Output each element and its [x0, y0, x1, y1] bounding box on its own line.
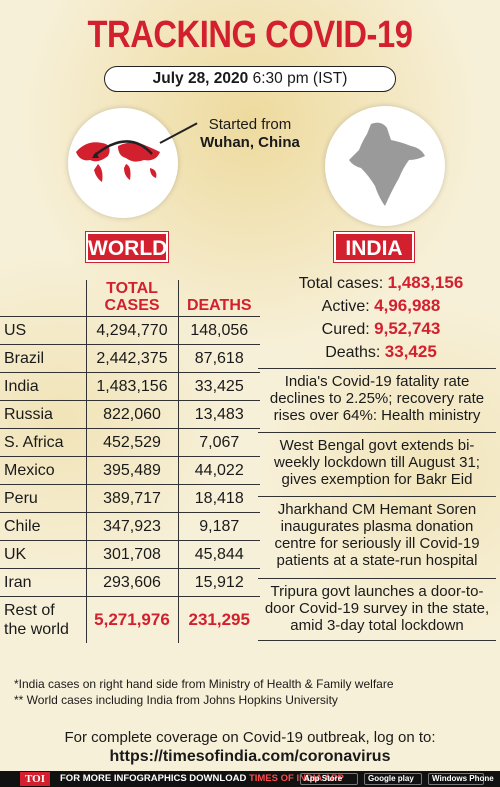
table-row: Mexico 395,489 44,022 [0, 456, 260, 485]
table-row: Iran 293,606 15,912 [0, 568, 260, 597]
total-cases-cell: 452,529 [85, 428, 178, 457]
total-cases-cell: 301,708 [85, 540, 178, 569]
total-cases-header: TOTAL CASES [85, 280, 178, 317]
table-row-rest-of-world: Rest of the world 5,271,976 231,295 [0, 596, 260, 643]
rest-of-world-label: Rest of the world [0, 596, 86, 643]
deaths-cell: 13,483 [177, 400, 260, 429]
total-cases-cell: 395,489 [85, 456, 178, 485]
world-table-body: US 4,294,770 148,056 Brazil 2,442,375 87,618 I… [0, 316, 260, 597]
deaths-cell: 148,056 [177, 316, 260, 345]
news-item: West Bengal govt extends bi-weekly lockd… [258, 432, 496, 488]
country-name: US [0, 316, 86, 345]
total-cases-cell: 389,717 [85, 484, 178, 513]
footer-text: For complete coverage on Covid-19 outbre… [64, 729, 436, 746]
table-header-row: TOTAL CASES DEATHS [0, 280, 260, 317]
stat-label: Deaths: [325, 344, 381, 361]
deaths-cell: 18,418 [177, 484, 260, 513]
app-name: TIMES OF INDIA APP [248, 773, 344, 784]
date-time: 6:30 pm (IST) [252, 70, 348, 87]
deaths-cell: 15,912 [177, 568, 260, 597]
rest-cases: 5,271,976 [85, 596, 178, 643]
stat-value: 9,52,743 [374, 319, 441, 338]
toi-logo: TOI [20, 772, 50, 786]
stat-label: Active: [321, 298, 370, 315]
india-map-image [325, 106, 445, 226]
total-cases-cell: 1,483,156 [85, 372, 178, 401]
stat-label: Total cases: [298, 275, 384, 292]
bottom-bar: TOI FOR MORE INFOGRAPHICS DOWNLOAD TIMES… [0, 771, 500, 787]
date-day: July 28, 2020 [152, 70, 249, 87]
table-row: Brazil 2,442,375 87,618 [0, 344, 260, 373]
deaths-cell: 45,844 [177, 540, 260, 569]
deaths-cell: 44,022 [177, 456, 260, 485]
table-row: Chile 347,923 9,187 [0, 512, 260, 541]
deaths-cell: 7,067 [177, 428, 260, 457]
date-box: July 28, 2020 6:30 pm (IST) [104, 66, 396, 92]
world-badge: WORLD [85, 231, 169, 263]
deaths-cell: 9,187 [177, 512, 260, 541]
table-row: UK 301,708 45,844 [0, 540, 260, 569]
stat-label: Cured: [321, 321, 370, 338]
stat-total-cases: Total cases: 1,483,156 [262, 272, 500, 295]
country-name: Iran [0, 568, 86, 597]
table-row: US 4,294,770 148,056 [0, 316, 260, 345]
table-row: Peru 389,717 18,418 [0, 484, 260, 513]
app-store-badge[interactable]: App Store [300, 773, 358, 785]
rest-line1: Rest of [4, 601, 55, 619]
table-row: S. Africa 452,529 7,067 [0, 428, 260, 457]
country-name: India [0, 372, 86, 401]
country-name: UK [0, 540, 86, 569]
footnotes: *India cases on right hand side from Min… [14, 676, 494, 708]
coverage-link[interactable]: https://timesofindia.com/coronavirus [109, 748, 391, 765]
total-cases-cell: 4,294,770 [85, 316, 178, 345]
news-item: India's Covid-19 fatality rate declines … [258, 368, 496, 424]
total-cases-cell: 347,923 [85, 512, 178, 541]
total-cases-cell: 2,442,375 [85, 344, 178, 373]
country-name: Chile [0, 512, 86, 541]
news-divider [258, 640, 496, 641]
rest-deaths: 231,295 [177, 596, 260, 643]
india-badge: INDIA [333, 231, 415, 263]
origin-label: Started from Wuhan, China [180, 116, 320, 152]
total-cases-cell: 822,060 [85, 400, 178, 429]
world-table: TOTAL CASES DEATHS US 4,294,770 148,056 Bra… [0, 280, 260, 643]
world-globe-image [68, 108, 178, 218]
stat-value: 4,96,988 [374, 296, 441, 315]
table-row: Russia 822,060 13,483 [0, 400, 260, 429]
origin-line1: Started from [208, 116, 292, 133]
stat-deaths: Deaths: 33,425 [262, 341, 500, 364]
footnote-india: *India cases on right hand side from Min… [14, 677, 394, 691]
deaths-cell: 87,618 [177, 344, 260, 373]
news-item: Tripura govt launches a door-to-door Cov… [258, 578, 496, 634]
google-play-badge[interactable]: Google play [364, 773, 422, 785]
deaths-header: DEATHS [177, 280, 260, 317]
country-name: Mexico [0, 456, 86, 485]
country-name: Russia [0, 400, 86, 429]
stat-value: 1,483,156 [387, 273, 464, 292]
footnote-world: ** World cases including India from John… [14, 693, 338, 707]
india-stats: Total cases: 1,483,156 Active: 4,96,988 … [262, 272, 500, 364]
download-banner: FOR MORE INFOGRAPHICS DOWNLOAD TIMES OF … [60, 773, 344, 785]
stat-cured: Cured: 9,52,743 [262, 318, 500, 341]
country-name: Peru [0, 484, 86, 513]
page-title: TRACKING COVID-19 [87, 14, 413, 56]
news-item: Jharkhand CM Hemant Soren inaugurates pl… [258, 496, 496, 569]
stat-active: Active: 4,96,988 [262, 295, 500, 318]
stat-value: 33,425 [384, 342, 437, 361]
rest-line2: the world [4, 620, 69, 638]
deaths-cell: 33,425 [177, 372, 260, 401]
origin-line2: Wuhan, China [200, 134, 300, 151]
windows-phone-badge[interactable]: Windows Phone [428, 773, 494, 785]
total-cases-cell: 293,606 [85, 568, 178, 597]
download-text: FOR MORE INFOGRAPHICS DOWNLOAD [60, 773, 247, 784]
country-name: S. Africa [0, 428, 86, 457]
country-header [0, 280, 86, 317]
table-row: India 1,483,156 33,425 [0, 372, 260, 401]
country-name: Brazil [0, 344, 86, 373]
